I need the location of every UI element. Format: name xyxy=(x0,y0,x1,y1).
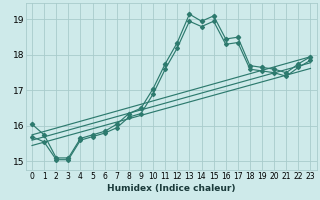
X-axis label: Humidex (Indice chaleur): Humidex (Indice chaleur) xyxy=(107,184,236,193)
